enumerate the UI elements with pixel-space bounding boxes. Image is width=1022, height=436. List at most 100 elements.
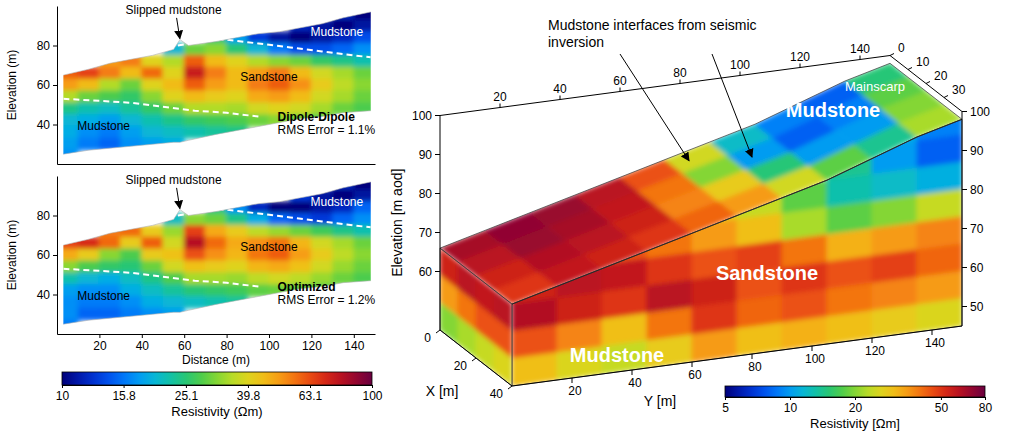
cell [120,67,142,80]
tick: 10 [56,385,70,403]
cell [353,90,375,103]
tick-label: 15.8 [112,389,136,403]
cell [99,79,121,92]
tick-mark [53,125,57,126]
tick-label: 63.1 [299,389,323,403]
cell [845,63,908,95]
tick-mark [962,228,967,229]
tick-label: 40 [553,82,567,96]
tick-label: 25.1 [175,389,199,403]
cell [226,114,248,127]
cell [163,260,185,273]
axis: 406080 [37,177,58,335]
tick-label: 60 [613,74,627,88]
cell [163,114,185,127]
axis: 1015.825.139.863.1100 [56,385,383,403]
tick-mark [926,82,930,84]
tick-label: 120 [865,344,885,358]
cell [205,237,227,250]
tick-mark [962,306,967,307]
cell [311,55,333,68]
cell [247,55,269,68]
cell [290,55,312,68]
plot-area [57,177,375,332]
tick-label: 60 [688,368,702,382]
cell [269,31,291,44]
cell [494,345,512,386]
cell [99,67,121,80]
cell [205,249,227,262]
cell [78,102,100,115]
cell [247,213,269,226]
tick-mark [632,370,633,375]
cell [205,126,227,139]
tick: 80 [220,334,234,353]
tick-label: 10 [56,389,70,403]
tick: 5 [722,397,729,415]
cell [78,308,100,321]
cells [57,7,375,162]
tick-mark [620,88,621,92]
cell [311,249,333,262]
tick-mark [184,334,185,338]
tick-label: 80 [37,209,51,223]
cell [332,43,354,56]
section [57,7,375,162]
tick-mark [435,232,440,233]
tick-mark [142,334,143,338]
tick-label: 40 [628,376,642,390]
cell [184,43,206,56]
cell [141,114,163,127]
cell [205,55,227,68]
tick-label: 20 [934,69,948,83]
cell [163,126,185,139]
cell [184,90,206,103]
axis-title: Distance (m) [182,353,250,367]
tick: 25.1 [175,385,199,403]
cell [99,225,121,238]
cell [78,272,100,285]
cell [226,225,248,238]
cell [78,79,100,92]
tick: 80 [37,39,57,53]
tick-label: 140 [344,339,364,353]
colorbar: 1015.825.139.863.1100Resistivity (Ωm) [56,372,383,419]
cell [120,237,142,250]
cell [247,90,269,103]
annotation: Mudstone [77,289,130,303]
cell [120,138,142,151]
tick-label: 0 [898,41,905,55]
tick-mark [740,72,741,76]
cell [163,55,185,68]
axis: 406080 [37,7,58,165]
tick-label: 20 [568,384,582,398]
cell [141,126,163,139]
tick-label: 20 [454,359,468,373]
tick-label: 30 [952,83,966,97]
tick-label: 50 [970,300,984,314]
cell [163,308,185,321]
tick: 80 [37,209,57,223]
cell [184,126,206,139]
cell [57,237,79,250]
axis-title: X [m] [426,383,459,399]
cell [353,249,375,262]
cells [57,177,375,332]
cell [353,43,375,56]
tick-mark [354,334,355,338]
cell [226,296,248,309]
cell [78,237,100,250]
cell [205,284,227,297]
tick-mark [962,189,967,190]
axis-line [63,385,373,386]
axis-line [57,177,58,335]
annotation: Mudstone interfaces from seismicinversio… [548,17,757,50]
cell [163,237,185,250]
tick-label: 80 [220,339,234,353]
interface-line [178,40,371,58]
figure: 406080Elevation (m)Slipped mudstoneMudst… [0,0,1022,436]
cell [290,19,312,32]
cell [141,90,163,103]
tick: 100 [362,385,382,403]
axis-line [58,334,376,335]
